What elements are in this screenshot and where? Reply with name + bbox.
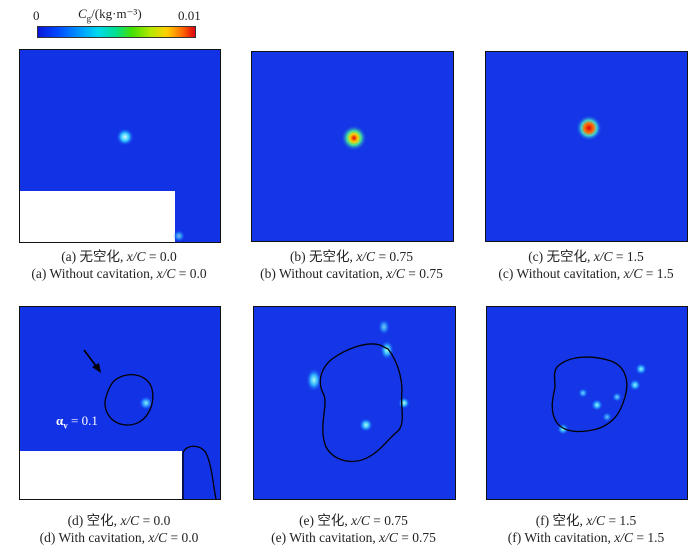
contour-panel-b	[251, 51, 454, 242]
caption-a: (a) 无空化, x/C = 0.0 (a) Without cavitatio…	[19, 248, 219, 282]
alpha-symbol: α	[56, 413, 64, 428]
caption-zh: (a) 无空化, x/C = 0.0	[61, 249, 177, 264]
contour-panel-d: αv = 0.1	[19, 306, 221, 500]
concentration-spot	[116, 128, 134, 146]
hydrofoil-region	[20, 191, 175, 242]
arrow-head-icon	[92, 363, 101, 373]
caption-b: (b) 无空化, x/C = 0.75 (b) Without cavitati…	[241, 248, 462, 282]
concentration-spot	[576, 115, 602, 141]
contour-panel-a	[19, 49, 221, 243]
contour-panel-c	[485, 51, 688, 242]
caption-e: (e) 空化, x/C = 0.75 (e) With cavitation, …	[243, 512, 464, 546]
colorbar-min-label: 0	[33, 8, 40, 23]
caption-zh: (b) 无空化, x/C = 0.75	[289, 249, 414, 264]
caption-zh: (e) 空化, x/C = 0.75	[299, 513, 408, 528]
cavity-contour	[551, 356, 628, 433]
colorbar-title-subscript: g	[86, 13, 92, 24]
cavity-contour	[182, 445, 217, 499]
caption-f: (f) 空化, x/C = 1.5 (f) With cavitation, x…	[476, 512, 696, 546]
caption-en: (c) Without cavitation, x/C = 1.5	[498, 266, 674, 281]
caption-en: (b) Without cavitation, x/C = 0.75	[260, 266, 443, 281]
cavity-contour	[319, 343, 403, 463]
caption-en: (a) Without cavitation, x/C = 0.0	[31, 266, 207, 281]
concentration-spot	[341, 125, 367, 151]
caption-zh: (c) 无空化, x/C = 1.5	[528, 249, 644, 264]
alpha-subscript: v	[63, 420, 68, 431]
colorbar-title-symbol: C	[78, 6, 87, 21]
caption-en: (d) With cavitation, x/C = 0.0	[39, 530, 199, 545]
hydrofoil-region	[20, 451, 182, 499]
contour-panel-e	[253, 306, 456, 500]
alpha-annotation: αv = 0.1	[56, 413, 98, 431]
caption-en: (e) With cavitation, x/C = 0.75	[271, 530, 436, 545]
colorbar	[37, 26, 196, 38]
caption-d: (d) 空化, x/C = 0.0 (d) With cavitation, x…	[9, 512, 229, 546]
caption-zh: (f) 空化, x/C = 1.5	[535, 513, 637, 528]
caption-zh: (d) 空化, x/C = 0.0	[67, 513, 171, 528]
colorbar-title: Cg/(kg·m⁻³)	[78, 7, 142, 26]
caption-en: (f) With cavitation, x/C = 1.5	[507, 530, 665, 545]
contour-panel-f	[486, 306, 688, 500]
alpha-value: = 0.1	[71, 413, 98, 428]
colorbar-title-unit: /(kg·m⁻³)	[91, 6, 142, 21]
caption-c: (c) 无空化, x/C = 1.5 (c) Without cavitatio…	[476, 248, 696, 282]
colorbar-max-label: 0.01	[178, 8, 201, 23]
cavity-contour	[104, 374, 154, 426]
